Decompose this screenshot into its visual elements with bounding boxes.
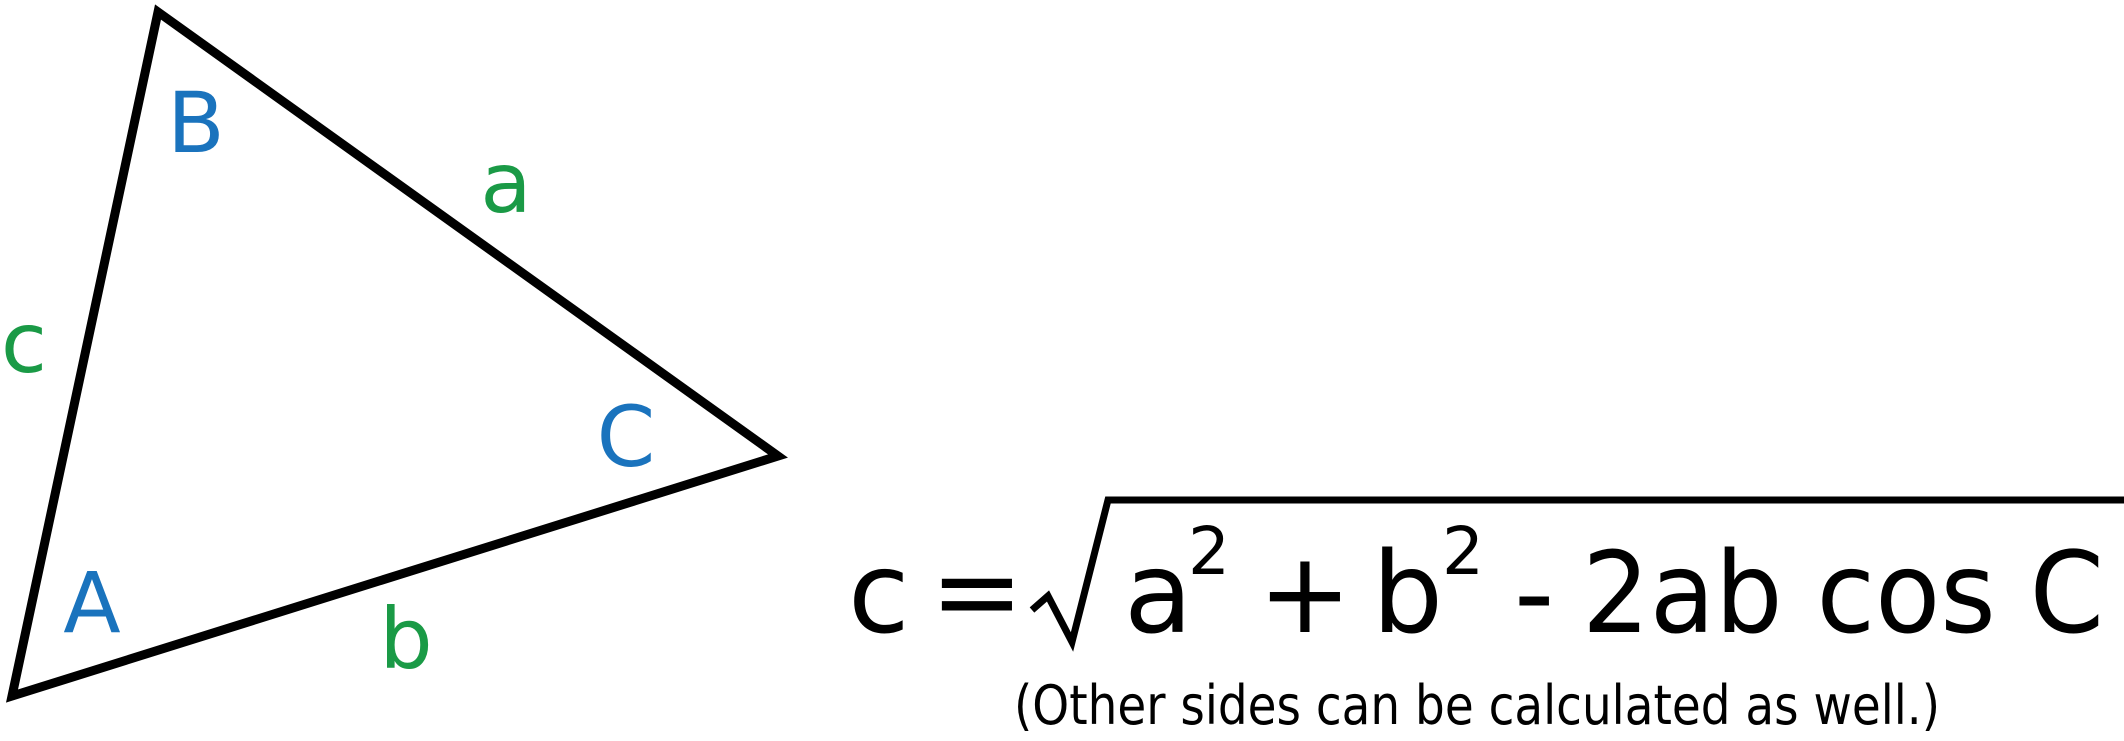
formula-exponent-a: 2 [1188, 513, 1230, 590]
formula-minus: - [1514, 529, 1554, 659]
vertex-label-b: B [167, 74, 225, 172]
side-label-a: a [480, 134, 531, 232]
side-label-c: c [1, 294, 47, 392]
radical-sign [1029, 496, 2124, 652]
formula-remainder: 2ab cos C [1582, 529, 2104, 659]
vertex-label-a: A [63, 554, 120, 652]
formula-term-a: a [1124, 529, 1193, 659]
formula-term-b: b [1372, 529, 1443, 659]
formula-lhs: c [848, 529, 910, 659]
formula-note: (Other sides can be calculated as well.) [1014, 674, 1940, 737]
triangle-outline [5, 4, 788, 703]
formula-plus: + [1258, 529, 1352, 659]
side-label-b: b [379, 590, 432, 688]
vertex-label-c: C [597, 388, 656, 486]
formula-equals: = [930, 527, 1024, 657]
formula-exponent-b: 2 [1442, 513, 1484, 590]
